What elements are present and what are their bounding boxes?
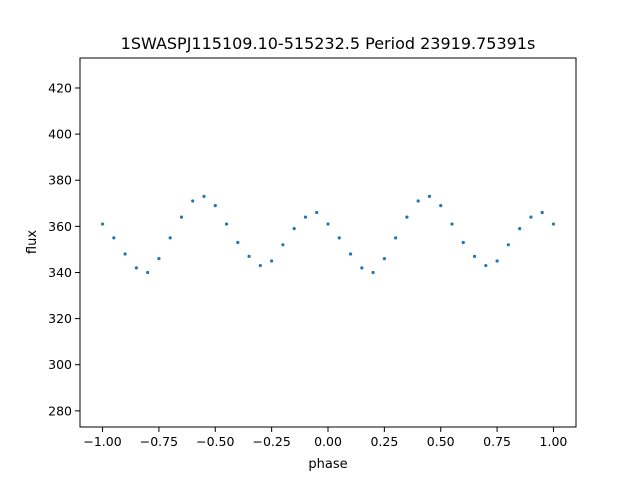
data-point (529, 215, 533, 219)
data-point (168, 236, 172, 240)
data-point (518, 227, 522, 231)
x-axis: −1.00 −0.75 −0.50 −0.25 0.00 0.25 0.50 0.75 1.00 (83, 427, 567, 449)
data-point (371, 270, 375, 275)
data-point (450, 222, 454, 226)
data-point (202, 194, 206, 198)
y-tick-label: 280 (48, 403, 72, 418)
data-point (394, 236, 398, 240)
x-tick-label: −0.75 (140, 434, 178, 449)
data-point (303, 215, 308, 219)
x-tick-label: 0.00 (314, 434, 342, 449)
data-point (348, 252, 353, 256)
x-tick-label: −0.25 (252, 434, 290, 449)
data-point (258, 263, 262, 268)
data-point (382, 257, 386, 261)
data-point (236, 240, 240, 245)
x-axis-label: phase (308, 457, 347, 472)
data-point (484, 263, 488, 268)
y-axis: 280 300 320 340 360 380 400 420 (48, 80, 80, 418)
x-tick-label: 0.50 (427, 434, 455, 449)
x-tick-label: 0.25 (370, 434, 398, 449)
data-point (270, 259, 274, 263)
data-point (224, 222, 229, 226)
data-point (292, 227, 296, 231)
scatter-points (100, 194, 556, 275)
y-tick-label: 420 (48, 80, 72, 95)
data-point (360, 266, 364, 270)
data-point (439, 204, 443, 208)
data-point (416, 199, 420, 203)
data-point (146, 270, 150, 275)
data-point (134, 266, 138, 270)
data-point (506, 243, 510, 247)
x-tick-label: 0.75 (483, 434, 511, 449)
data-point (461, 240, 465, 245)
data-point (315, 210, 319, 215)
y-tick-label: 380 (48, 173, 72, 188)
data-point (157, 257, 161, 261)
data-point (337, 236, 341, 240)
y-tick-label: 360 (48, 219, 72, 234)
data-point (100, 222, 105, 226)
data-point (281, 243, 285, 247)
data-point (427, 194, 432, 198)
data-point (551, 222, 556, 226)
data-point (179, 215, 184, 219)
x-tick-label: −1.00 (83, 434, 121, 449)
data-point (123, 252, 127, 256)
chart-title: 1SWASPJ115109.10-515232.5 Period 23919.7… (121, 34, 536, 53)
data-point (472, 254, 477, 258)
data-point (326, 222, 330, 226)
data-point (405, 215, 409, 219)
data-point (247, 254, 251, 258)
y-tick-label: 320 (48, 311, 72, 326)
x-tick-label: 1.00 (540, 434, 568, 449)
x-tick-label: −0.50 (196, 434, 234, 449)
data-point (191, 199, 195, 203)
data-point (112, 236, 116, 240)
data-point (213, 204, 217, 208)
y-tick-label: 300 (48, 357, 72, 372)
y-axis-label: flux (25, 230, 40, 254)
data-point (495, 259, 499, 263)
data-point (540, 210, 544, 215)
y-tick-label: 340 (48, 265, 72, 280)
y-tick-label: 400 (48, 127, 72, 142)
